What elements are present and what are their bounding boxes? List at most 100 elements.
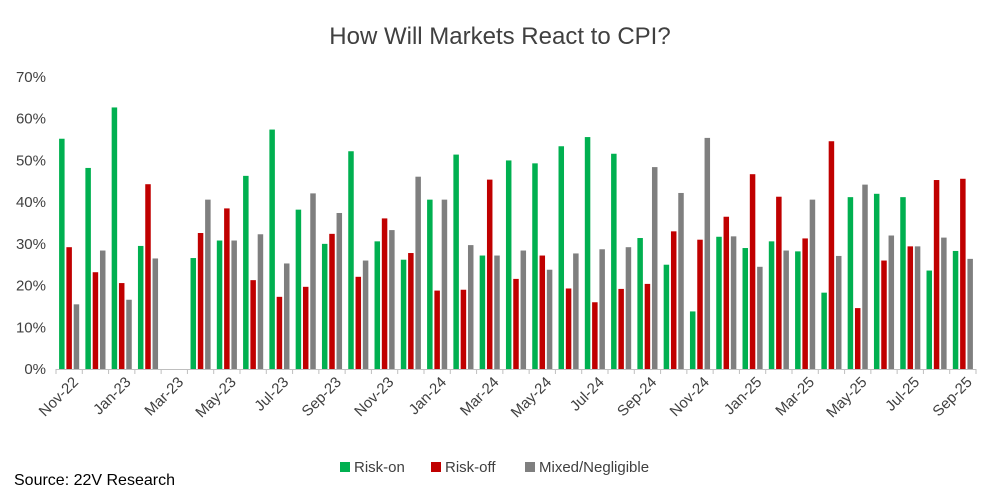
y-axis: 0% 10% 20% 30% 40% 50% 60% 70%: [16, 69, 46, 378]
x-tick-label: Mar-24: [457, 374, 503, 420]
bar-risk-on-jan-25: [742, 248, 749, 369]
bar-mixed-negligible-aug-24: [625, 247, 632, 369]
y-tick-label: 0%: [24, 361, 46, 378]
bar-risk-off-feb-24: [460, 289, 467, 369]
bar-mixed-negligible-jul-25: [914, 246, 921, 369]
bar-risk-on-feb-24: [453, 154, 459, 369]
bar-risk-off-sep-25: [960, 178, 966, 369]
bar-risk-on-oct-24: [663, 264, 670, 369]
bar-risk-off-mar-25: [802, 238, 808, 369]
legend-label: Mixed/Negligible: [539, 459, 649, 476]
bar-mixed-negligible-feb-25: [783, 250, 789, 369]
bar-risk-off-dec-22: [92, 272, 99, 369]
x-tick-label: Sep-23: [299, 374, 345, 420]
x-tick-label: Jul-23: [251, 374, 292, 415]
x-tick-label: May-25: [823, 374, 870, 421]
bar-risk-on-nov-22: [59, 138, 65, 369]
x-tick-label: Sep-25: [929, 374, 975, 420]
bar-mixed-negligible-aug-23: [310, 193, 316, 369]
bar-mixed-negligible-may-25: [862, 184, 868, 369]
bar-risk-on-jun-24: [558, 146, 565, 369]
bar-risk-on-jul-25: [900, 197, 906, 369]
bar-risk-off-jan-25: [749, 174, 756, 369]
bar-mixed-negligible-nov-22: [73, 304, 80, 369]
bar-mixed-negligible-nov-23: [389, 230, 395, 369]
x-tick-label: Sep-24: [614, 374, 660, 420]
bar-mixed-negligible-jun-23: [257, 234, 264, 369]
x-tick-label: Nov-22: [36, 374, 82, 420]
x-tick-label: May-23: [192, 374, 239, 421]
x-tick-label: Mar-25: [772, 374, 818, 420]
bar-mixed-negligible-jun-25: [888, 235, 895, 369]
bar-mixed-negligible-oct-24: [678, 192, 684, 369]
legend-swatch-risk-on: [340, 462, 350, 472]
bar-risk-on-jun-23: [243, 175, 249, 369]
bar-mixed-negligible-mar-25: [809, 199, 816, 369]
bar-risk-on-mar-24: [479, 255, 486, 369]
bar-risk-off-aug-24: [618, 288, 624, 369]
y-tick-label: 30%: [16, 236, 46, 253]
bar-mixed-negligible-aug-25: [941, 237, 947, 369]
y-tick-label: 60%: [16, 111, 46, 128]
legend-label: Risk-off: [445, 459, 496, 476]
bar-risk-off-may-25: [854, 308, 861, 369]
bar-risk-on-jan-24: [427, 199, 433, 369]
bar-risk-on-mar-25: [795, 251, 801, 369]
bar-risk-on-jan-23: [111, 107, 118, 369]
bar-risk-on-dec-24: [716, 236, 722, 369]
bar-risk-off-apr-23: [197, 233, 204, 369]
bar-mixed-negligible-apr-25: [835, 255, 842, 369]
bar-risk-off-jun-25: [881, 260, 887, 369]
bar-risk-on-apr-24: [505, 160, 512, 369]
bar-risk-off-apr-24: [513, 278, 519, 369]
bar-risk-off-may-23: [224, 208, 230, 369]
bar-risk-off-nov-22: [66, 247, 72, 369]
bar-risk-on-sep-25: [952, 250, 959, 369]
bar-mixed-negligible-jan-24: [441, 199, 448, 369]
bar-mixed-negligible-may-23: [231, 240, 237, 369]
legend-label: Risk-on: [354, 459, 405, 476]
x-tick-label: Jan-23: [90, 374, 134, 418]
bar-risk-on-jul-23: [269, 129, 275, 369]
bar-risk-off-apr-25: [828, 141, 835, 369]
bar-risk-off-dec-24: [723, 216, 730, 369]
bar-risk-on-nov-24: [689, 311, 696, 369]
legend: Risk-on Risk-off Mixed/Negligible: [340, 459, 649, 476]
bar-risk-off-jun-23: [250, 280, 256, 369]
bar-mixed-negligible-nov-24: [704, 137, 711, 369]
bar-risk-off-nov-24: [697, 239, 703, 369]
x-tick-label: Nov-23: [351, 374, 397, 420]
x-axis: Nov-22 Jan-23 Mar-23 May-23 Jul-23 Sep-23 Nov-…: [36, 369, 977, 421]
bar-risk-off-jan-24: [434, 290, 440, 369]
bar-risk-on-oct-23: [348, 151, 354, 369]
x-tick-label: Mar-23: [141, 374, 187, 420]
chart-title: How Will Markets React to CPI?: [329, 23, 670, 50]
bar-mixed-negligible-jan-25: [757, 266, 763, 369]
bar-risk-off-nov-23: [381, 218, 388, 369]
bar-mixed-negligible-may-24: [546, 269, 553, 369]
bar-risk-on-dec-23: [400, 259, 407, 369]
y-tick-label: 50%: [16, 152, 46, 169]
bar-risk-on-feb-23: [137, 245, 144, 369]
bar-risk-on-jul-24: [584, 137, 591, 369]
bar-mixed-negligible-mar-24: [494, 255, 500, 369]
legend-swatch-risk-off: [431, 462, 441, 472]
bar-mixed-negligible-dec-22: [99, 250, 106, 369]
bar-mixed-negligible-oct-23: [362, 260, 369, 369]
bar-risk-on-apr-25: [821, 292, 827, 369]
x-tick-label: Jan-24: [406, 374, 450, 418]
bar-mixed-negligible-sep-25: [967, 258, 973, 369]
bar-risk-off-jun-24: [565, 288, 572, 369]
bar-mixed-negligible-sep-23: [336, 212, 343, 369]
bar-risk-on-apr-23: [190, 258, 197, 369]
bar-risk-off-feb-23: [145, 184, 151, 369]
bar-risk-off-jul-25: [907, 246, 914, 369]
bar-risk-off-sep-23: [329, 233, 335, 369]
bar-risk-on-may-25: [847, 197, 854, 369]
x-tick-label: Nov-24: [667, 374, 713, 420]
bar-risk-off-oct-24: [670, 231, 677, 369]
bar-risk-on-jun-25: [873, 193, 880, 369]
y-tick-label: 40%: [16, 194, 46, 211]
bar-risk-off-jul-23: [276, 296, 283, 369]
